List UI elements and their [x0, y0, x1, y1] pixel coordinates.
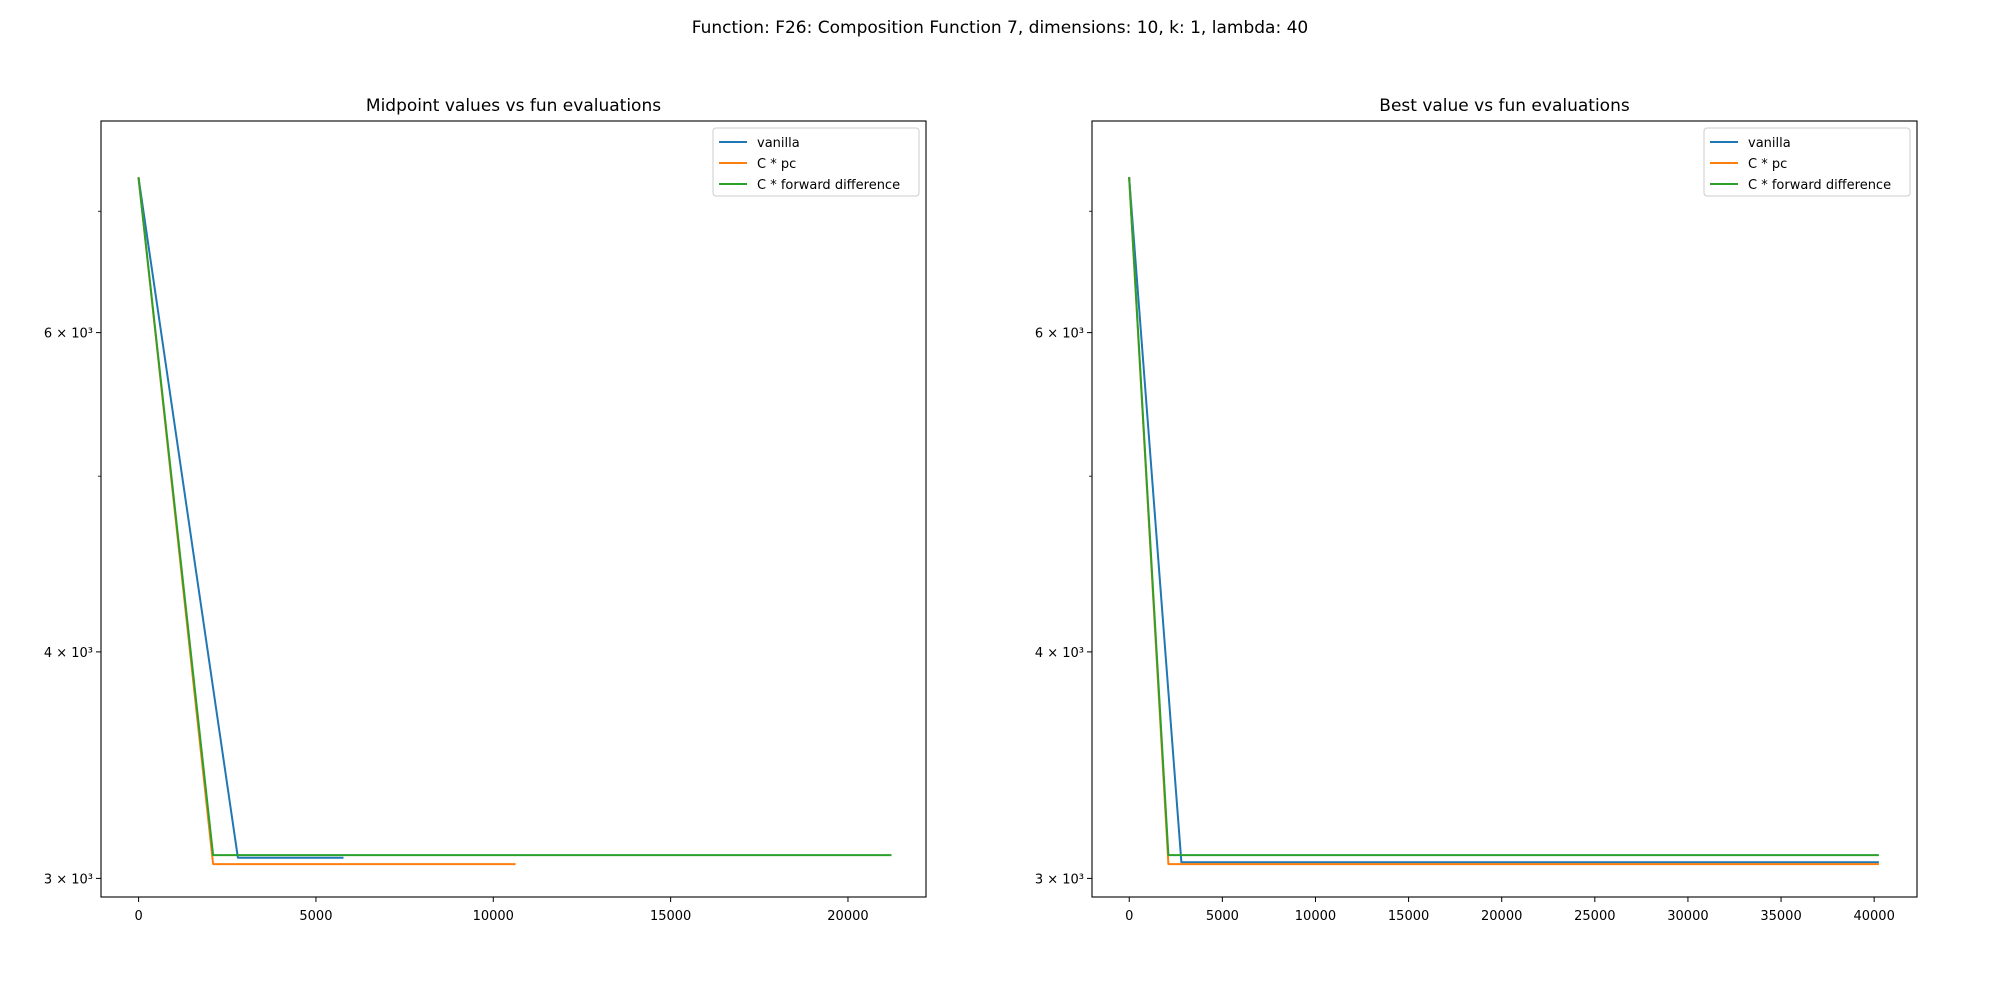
y-tick-label: 3 × 10³ [44, 872, 93, 887]
x-tick-label: 5000 [299, 909, 332, 924]
panel-best-value: Best value vs fun evaluations 0 5000 10000 1… [1035, 96, 1918, 924]
series-line-vanilla [137, 177, 344, 859]
y-tick-label: 4 × 10³ [1035, 646, 1084, 661]
x-tick-label: 10000 [473, 909, 514, 924]
x-tick-label: 15000 [650, 909, 691, 924]
panel-midpoint: Midpoint values vs fun evaluations 0 5000 1… [44, 96, 927, 924]
legend-label: C * forward difference [1748, 178, 1891, 193]
legend-label: C * pc [757, 157, 796, 172]
legend: vanilla C * pc C * forward difference [1703, 127, 1911, 197]
x-tick-label: 40000 [1853, 909, 1894, 924]
legend-label: C * pc [1748, 157, 1787, 172]
x-tick-label: 10000 [1295, 909, 1336, 924]
plot-area [101, 121, 926, 897]
legend: vanilla C * pc C * forward difference [712, 127, 920, 197]
series-line-c-forward-difference [137, 177, 892, 857]
plot-area [1092, 121, 1917, 897]
x-tick-label: 30000 [1667, 909, 1708, 924]
x-tick-label: 0 [1125, 909, 1133, 924]
x-tick-label: 5000 [1206, 909, 1239, 924]
legend-box [712, 127, 920, 197]
panel-title: Midpoint values vs fun evaluations [366, 96, 661, 116]
series-line-c-forward-difference [1128, 177, 1879, 857]
legend-label: vanilla [1748, 136, 1791, 151]
y-tick-label: 6 × 10³ [44, 327, 93, 342]
x-tick-label: 25000 [1574, 909, 1615, 924]
x-tick-label: 35000 [1760, 909, 1801, 924]
y-tick-label: 4 × 10³ [44, 646, 93, 661]
x-tick-label: 15000 [1388, 909, 1429, 924]
panel-title: Best value vs fun evaluations [1379, 96, 1630, 116]
y-tick-label: 6 × 10³ [1035, 327, 1084, 342]
series-lines [1128, 177, 1879, 866]
x-tick-label: 0 [134, 909, 142, 924]
legend-label: vanilla [757, 136, 800, 151]
x-tick-label: 20000 [1481, 909, 1522, 924]
axes-frame [1091, 120, 1918, 898]
axes-frame [100, 120, 927, 898]
y-tick-label: 3 × 10³ [1035, 872, 1084, 887]
x-tick-label: 20000 [827, 909, 868, 924]
series-line-vanilla [1128, 177, 1879, 864]
legend-box [1703, 127, 1911, 197]
series-lines [137, 177, 892, 866]
figure-suptitle: Function: F26: Composition Function 7, d… [692, 18, 1308, 38]
legend-label: C * forward difference [757, 178, 900, 193]
